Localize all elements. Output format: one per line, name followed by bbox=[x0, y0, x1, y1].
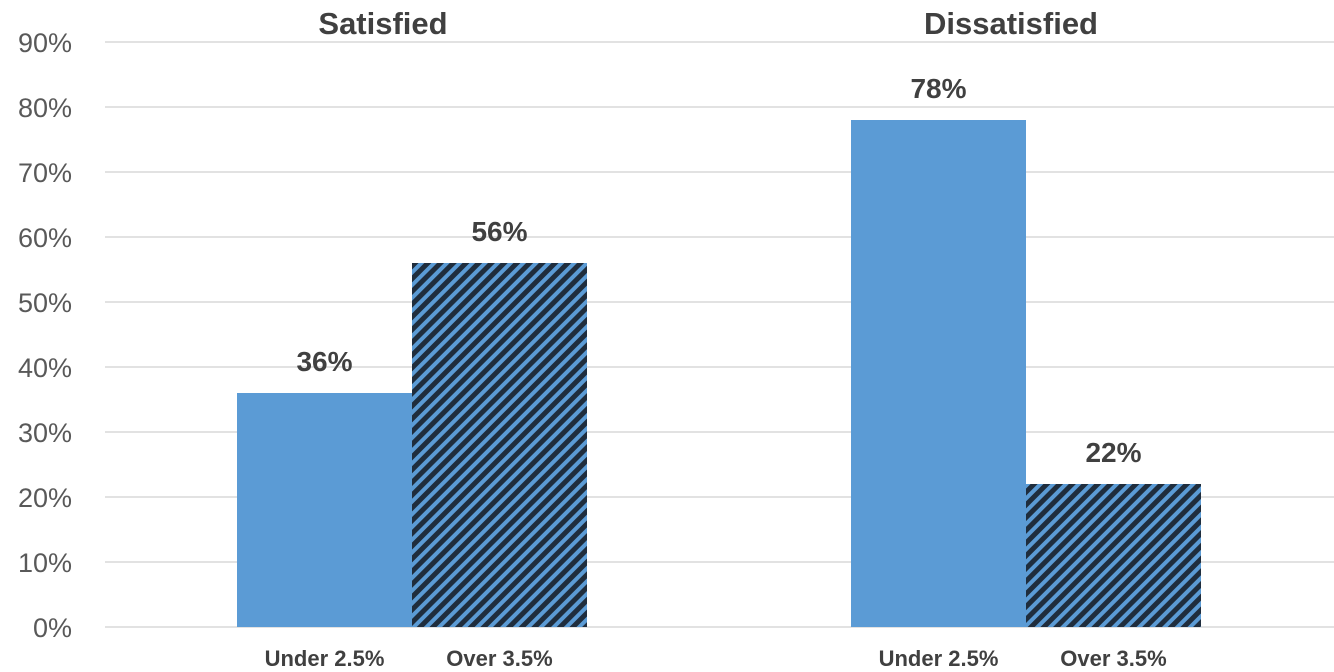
y-tick-label-5: 50% bbox=[18, 288, 72, 318]
y-tick-label-7: 70% bbox=[18, 158, 72, 188]
bar-1-1 bbox=[1026, 484, 1201, 627]
y-tick-label-6: 60% bbox=[18, 223, 72, 253]
y-tick-label-1: 10% bbox=[18, 548, 72, 578]
category-label-1-1: Over 3.5% bbox=[1060, 646, 1166, 671]
data-label-0-1: 56% bbox=[471, 216, 527, 247]
y-tick-label-0: 0% bbox=[33, 613, 72, 643]
group-label-0: Satisfied bbox=[318, 6, 447, 41]
y-tick-label-8: 80% bbox=[18, 93, 72, 123]
y-tick-label-2: 20% bbox=[18, 483, 72, 513]
data-label-1-1: 22% bbox=[1085, 437, 1141, 468]
category-label-0-1: Over 3.5% bbox=[446, 646, 552, 671]
bars bbox=[237, 120, 1201, 627]
y-axis-ticks: 0% 10% 20% 30% 40% 50% 60% 70% 80% 90% bbox=[18, 28, 72, 643]
y-tick-label-4: 40% bbox=[18, 353, 72, 383]
group-label-1: Dissatisfied bbox=[924, 6, 1098, 41]
bar-0-0 bbox=[237, 393, 412, 627]
bar-1-0 bbox=[851, 120, 1026, 627]
data-label-0-0: 36% bbox=[296, 346, 352, 377]
bar-0-1 bbox=[412, 263, 587, 627]
category-label-1-0: Under 2.5% bbox=[879, 646, 999, 671]
y-tick-label-3: 30% bbox=[18, 418, 72, 448]
category-label-0-0: Under 2.5% bbox=[265, 646, 385, 671]
data-label-1-0: 78% bbox=[910, 73, 966, 104]
y-tick-label-9: 90% bbox=[18, 28, 72, 58]
